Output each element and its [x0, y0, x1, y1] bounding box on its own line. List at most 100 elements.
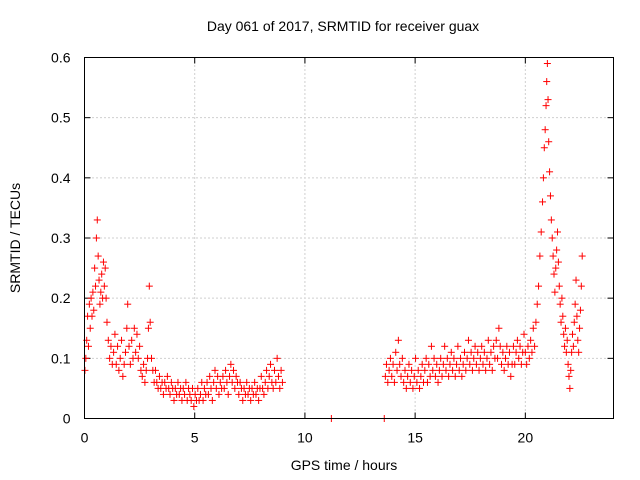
data-point — [390, 378, 398, 386]
data-point — [498, 360, 506, 368]
data-point — [396, 360, 404, 368]
data-point — [210, 378, 218, 386]
data-point — [121, 348, 129, 356]
data-point — [475, 366, 483, 374]
data-point — [232, 372, 240, 380]
data-point — [478, 342, 486, 350]
data-point — [566, 384, 574, 392]
data-point — [505, 348, 513, 356]
data-point — [116, 354, 124, 362]
data-point — [174, 378, 182, 386]
data-point — [567, 366, 575, 374]
data-point — [516, 342, 524, 350]
y-tick-label: 0 — [63, 411, 71, 427]
data-point — [441, 342, 449, 350]
data-point — [267, 360, 275, 368]
data-point — [409, 384, 417, 392]
data-point — [563, 336, 571, 344]
data-point — [525, 354, 533, 362]
y-tick-label: 0.3 — [51, 230, 71, 246]
data-point — [557, 318, 565, 326]
data-point — [243, 378, 251, 386]
data-point — [88, 312, 96, 320]
data-point — [553, 246, 561, 254]
data-point — [486, 360, 494, 368]
data-point — [459, 360, 467, 368]
data-point — [482, 366, 490, 374]
data-point — [572, 276, 580, 284]
data-point — [389, 360, 397, 368]
data-point — [94, 252, 102, 260]
data-point — [132, 348, 140, 356]
data-point — [272, 378, 280, 386]
data-point — [107, 342, 115, 350]
data-point — [161, 378, 169, 386]
data-point — [470, 354, 478, 362]
data-point — [568, 348, 576, 356]
data-point — [182, 378, 190, 386]
data-point — [551, 288, 559, 296]
data-point — [392, 348, 400, 356]
data-point — [430, 354, 438, 362]
data-point — [545, 138, 553, 146]
data-point — [393, 366, 401, 374]
data-point — [104, 336, 112, 344]
data-point — [204, 390, 212, 398]
data-point — [410, 372, 418, 380]
data-point — [273, 354, 281, 362]
data-point — [574, 336, 582, 344]
data-point — [474, 348, 482, 356]
data-point — [423, 378, 431, 386]
data-point — [257, 372, 265, 380]
y-tick-label: 0.1 — [51, 350, 71, 366]
data-point — [439, 360, 447, 368]
data-point — [92, 234, 100, 242]
data-point — [151, 366, 159, 374]
data-point — [578, 252, 586, 260]
x-tick-label: 15 — [407, 430, 423, 446]
data-point — [159, 390, 167, 398]
data-point — [550, 270, 558, 278]
data-point — [404, 372, 412, 380]
data-point — [211, 366, 219, 374]
data-point — [483, 354, 491, 362]
data-point — [100, 282, 108, 290]
data-point — [261, 378, 269, 386]
data-point — [464, 336, 472, 344]
data-point — [467, 348, 475, 356]
y-axis-title: SRMTID / TECUs — [7, 183, 23, 293]
data-point — [561, 324, 569, 332]
y-tick-label: 0.2 — [51, 290, 71, 306]
data-point — [422, 354, 430, 362]
data-point — [554, 228, 562, 236]
data-point — [496, 342, 504, 350]
data-point — [546, 168, 554, 176]
data-point — [200, 384, 208, 392]
data-point — [82, 354, 90, 362]
data-point — [476, 354, 484, 362]
data-point — [544, 96, 552, 104]
data-point — [438, 372, 446, 380]
data-point — [394, 336, 402, 344]
data-point — [230, 366, 238, 374]
data-point — [487, 348, 495, 356]
data-point — [125, 342, 133, 350]
y-tick-label: 0.6 — [51, 50, 71, 66]
data-point — [492, 336, 500, 344]
data-point — [569, 342, 577, 350]
data-point — [235, 390, 243, 398]
plot-frame — [84, 57, 614, 419]
data-point — [227, 360, 235, 368]
data-point — [466, 360, 474, 368]
data-point — [84, 342, 92, 350]
data-point — [219, 372, 227, 380]
data-point — [203, 378, 211, 386]
data-point — [123, 324, 131, 332]
data-point — [382, 360, 390, 368]
data-point — [555, 282, 563, 290]
data-point — [434, 378, 442, 386]
data-point — [540, 144, 548, 152]
data-point — [511, 360, 519, 368]
data-point — [548, 234, 556, 242]
data-point — [425, 360, 433, 368]
